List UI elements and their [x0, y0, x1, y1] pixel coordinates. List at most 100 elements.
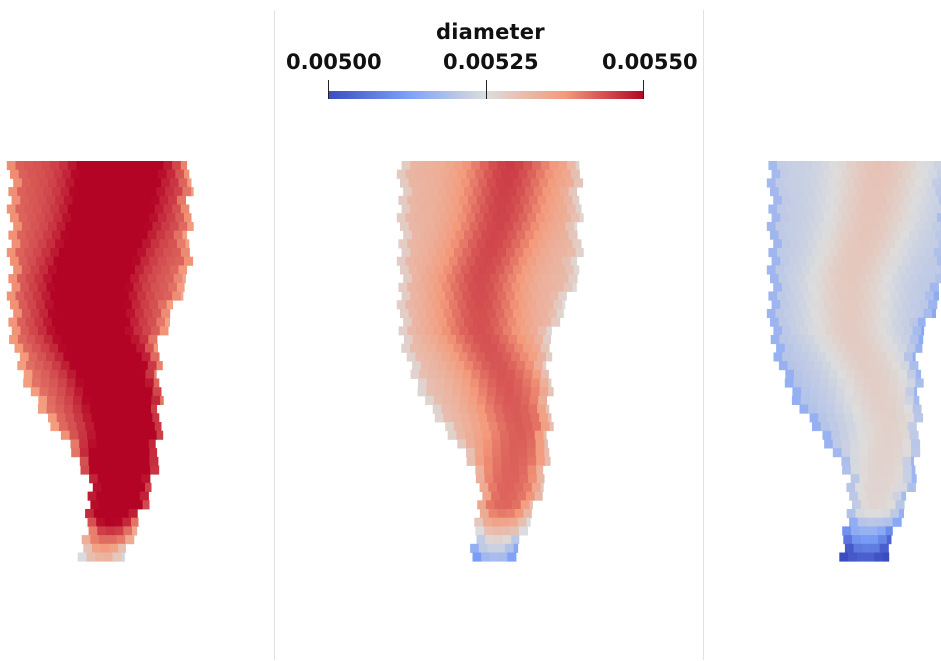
mesh-cell — [67, 422, 77, 432]
mesh-cell — [888, 178, 898, 188]
mesh-cell — [66, 343, 76, 353]
mesh-cell — [80, 352, 90, 362]
mesh-cell — [97, 213, 107, 223]
mesh-cell — [822, 187, 832, 197]
mesh-cell — [513, 378, 523, 388]
mesh-cell — [766, 178, 776, 188]
mesh-cell — [11, 282, 21, 292]
mesh-cell — [912, 404, 922, 414]
mesh-cell — [112, 230, 122, 240]
mesh-cell — [802, 369, 812, 379]
mesh-cell — [401, 204, 411, 214]
mesh-cell — [527, 465, 537, 475]
mesh-cell — [44, 256, 54, 266]
mesh-cell — [165, 274, 175, 284]
mesh-cell — [54, 352, 64, 362]
mesh-cell — [71, 448, 81, 458]
mesh-cell — [859, 465, 869, 475]
mesh-cell — [6, 161, 16, 171]
mesh-cell — [59, 161, 69, 171]
mesh-cell — [523, 291, 533, 301]
mesh-cell — [453, 161, 463, 171]
mesh-cell — [861, 395, 871, 405]
mesh-cell — [517, 517, 527, 527]
mesh-cell — [813, 317, 823, 327]
mesh-cell — [135, 308, 145, 318]
mesh-cell — [533, 230, 543, 240]
mesh-cell — [96, 335, 106, 345]
mesh-cell — [29, 326, 39, 336]
mesh-cell — [426, 221, 436, 231]
mesh-cell — [483, 439, 493, 449]
mesh-cell — [886, 195, 896, 205]
mesh-cell — [796, 230, 806, 240]
mesh-cell — [523, 482, 533, 492]
mesh-cell — [56, 308, 66, 318]
mesh-cell — [20, 195, 30, 205]
mesh-cell — [490, 335, 500, 345]
mesh-cell — [525, 317, 535, 327]
mesh-cell — [563, 239, 573, 249]
mesh-cell — [898, 248, 908, 258]
mesh-cell — [86, 187, 96, 197]
mesh-cell — [494, 195, 504, 205]
mesh-cell — [147, 187, 157, 197]
mesh-cell — [903, 239, 913, 249]
mesh-cell — [51, 187, 61, 197]
mesh-cell — [495, 308, 505, 318]
mesh-cell — [427, 248, 437, 258]
mesh-cell — [540, 291, 550, 301]
mesh-cell — [841, 300, 851, 310]
mesh-cell — [487, 308, 497, 318]
mesh-cell — [513, 221, 523, 231]
mesh-cell — [843, 326, 853, 336]
mesh-cell — [497, 204, 507, 214]
mesh-cell — [498, 317, 508, 327]
mesh-cell — [884, 300, 894, 310]
mesh-cell — [893, 439, 903, 449]
mesh-cell — [141, 474, 151, 484]
mesh-cell — [75, 369, 85, 379]
mesh-cell — [34, 187, 44, 197]
mesh-cell — [116, 195, 126, 205]
mesh-cell — [434, 413, 444, 423]
mesh-cell — [834, 239, 844, 249]
mesh-cell — [545, 404, 550, 414]
mesh-cell — [839, 430, 849, 440]
mesh-cell — [65, 265, 75, 275]
mesh-cell — [100, 387, 110, 397]
mesh-cell — [85, 248, 95, 258]
mesh-cell — [41, 291, 51, 301]
mesh-cell — [551, 317, 561, 327]
mesh-cell — [850, 526, 860, 536]
mesh-cell — [450, 282, 460, 292]
mesh-cell — [876, 474, 886, 484]
mesh-cell — [98, 195, 108, 205]
mesh-cell — [11, 239, 21, 249]
mesh-cell — [869, 404, 879, 414]
mesh-cell — [156, 187, 166, 197]
mesh-cell — [487, 413, 497, 423]
mesh-cell — [787, 361, 797, 371]
mesh-cell — [508, 491, 518, 501]
mesh-cell — [86, 230, 96, 240]
mesh-cell — [39, 387, 49, 397]
mesh-cell — [455, 274, 465, 284]
mesh-cell — [792, 265, 802, 275]
mesh-cell — [455, 317, 465, 327]
mesh-cell — [514, 422, 524, 432]
mesh-cell — [494, 326, 504, 336]
mesh-cell — [457, 169, 467, 179]
mesh-cell — [69, 230, 79, 240]
mesh-cell — [768, 161, 778, 171]
mesh-cell — [40, 378, 50, 388]
plume-panel-right — [766, 161, 941, 562]
mesh-cell — [805, 361, 815, 371]
mesh-cell — [529, 500, 533, 510]
mesh-cell — [457, 213, 467, 223]
mesh-cell — [440, 300, 450, 310]
mesh-cell — [563, 195, 573, 205]
mesh-cell — [832, 256, 842, 266]
mesh-cell — [123, 300, 133, 310]
mesh-cell — [485, 352, 495, 362]
